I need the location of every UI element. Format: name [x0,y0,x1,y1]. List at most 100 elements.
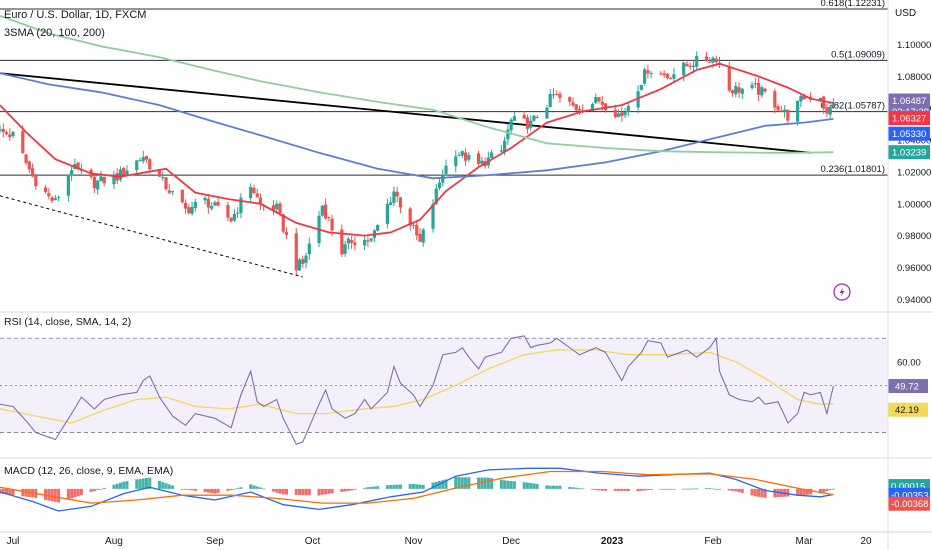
macd-title: MACD (12, 26, close, 9, EMA, EMA) [4,465,173,477]
candle-body [57,196,61,198]
macd-histogram-bar [711,488,715,490]
macd-histogram-bar [431,482,435,489]
macd-histogram-bar [825,488,829,491]
macd-histogram-bar [190,488,194,491]
macd-histogram-bar [415,484,419,489]
time-axis-tick-label: Oct [305,536,321,547]
macd-histogram-bar [486,477,490,489]
candle-body [350,240,354,243]
macd-histogram-bar [512,481,516,489]
sma-20-value-tag [888,111,930,126]
candle-body [434,188,438,204]
candle-body [613,109,617,118]
candle-body [229,217,233,222]
candle-body [600,101,604,105]
candle-body [522,114,526,119]
macd-histogram-bar [831,488,835,490]
candle-body [148,159,152,170]
candle-body [340,229,344,255]
fib-level-label: 0.236(1.01801) [821,164,885,175]
candle-body [760,87,764,96]
macd-histogram-bar [340,488,344,492]
macd-histogram-bar [818,488,822,494]
time-axis-tick-label: 20 [860,536,872,547]
macd-histogram-bar [184,488,188,490]
candle-body [164,177,168,190]
macd-histogram-bar [298,488,302,495]
candle-body [756,82,761,95]
candle-body [503,140,507,152]
candle-body [141,157,145,162]
candle-body [529,120,533,128]
macd-histogram-bar [669,488,673,490]
macd-histogram-bar [483,477,487,489]
macd-histogram-bar [695,488,699,490]
candle-body [8,134,12,138]
macd-histogram-bar [636,488,640,492]
macd-histogram-bar [180,488,184,490]
rsi-band-fill [0,338,888,433]
candle-body [773,91,777,108]
candle-body [620,112,624,116]
candle-body [688,65,692,67]
candle-body [307,243,311,255]
candle-body [682,62,686,76]
time-axis-tick-label: Jul [7,536,20,547]
macd-histogram-bar [0,488,2,494]
price-pane[interactable]: 1.100001.080001.060001.040001.020001.000… [0,0,931,306]
macd-pane[interactable]: 0.00015-0.00353-0.00368 [0,467,930,512]
time-axis-tick-label: Mar [796,536,814,547]
macd-histogram-bar [161,482,165,489]
candle-body [509,119,513,131]
sma-200-line [0,15,834,154]
fib-level-label: 0.618(1.12231) [821,0,885,9]
candle-body [385,203,390,224]
macd-histogram-bar [731,488,735,491]
macd-histogram-bar [99,488,103,490]
candle-body [190,206,194,214]
candle-body [255,193,259,198]
candle-body [415,224,419,236]
rsi-pane[interactable]: 60.00 49.72 42.19 [0,335,928,445]
candle-body [11,131,15,136]
price-axis-tick-label: 0.94000 [897,295,931,306]
macd-histogram-bar [327,488,331,494]
candle-body [490,152,494,158]
macd-histogram-bar [757,488,761,497]
candle-body [353,242,357,245]
macd-histogram-bar [499,479,503,489]
candle-body [389,202,393,206]
trendline-solid [0,72,811,154]
macd-histogram-bar [47,488,51,501]
macd-histogram-bar [727,488,731,491]
macd-histogram-bar [258,487,262,489]
macd-histogram-bar [805,488,809,495]
macd-histogram-bar [799,488,803,496]
candle-body [66,175,70,196]
candle-body [157,170,162,177]
candle-body [346,238,350,244]
macd-histogram-bar [252,485,256,489]
price-axis-tick-label: 0.96000 [897,263,931,274]
candle-body [363,240,367,246]
macd-histogram-bar [639,488,643,491]
macd-histogram-bar [734,488,738,492]
lightning-alert-icon[interactable] [833,283,851,301]
macd-histogram-bar [11,488,15,496]
candle-body [43,187,48,193]
macd-line [0,467,834,512]
macd-histogram-bar [525,482,529,489]
macd-histogram-bar [551,485,555,489]
macd-histogram-bar [454,477,458,489]
macd-histogram-bar [369,486,373,489]
candle-body [574,104,578,111]
macd-histogram-bar [464,477,468,489]
candle-body [506,129,510,140]
macd-histogram-bar [545,485,549,489]
macd-histogram-bar [506,480,510,489]
candle-body [21,131,25,154]
rsi-value-tag [888,379,928,394]
candle-body [799,96,803,102]
macd-histogram-bar [141,478,145,489]
